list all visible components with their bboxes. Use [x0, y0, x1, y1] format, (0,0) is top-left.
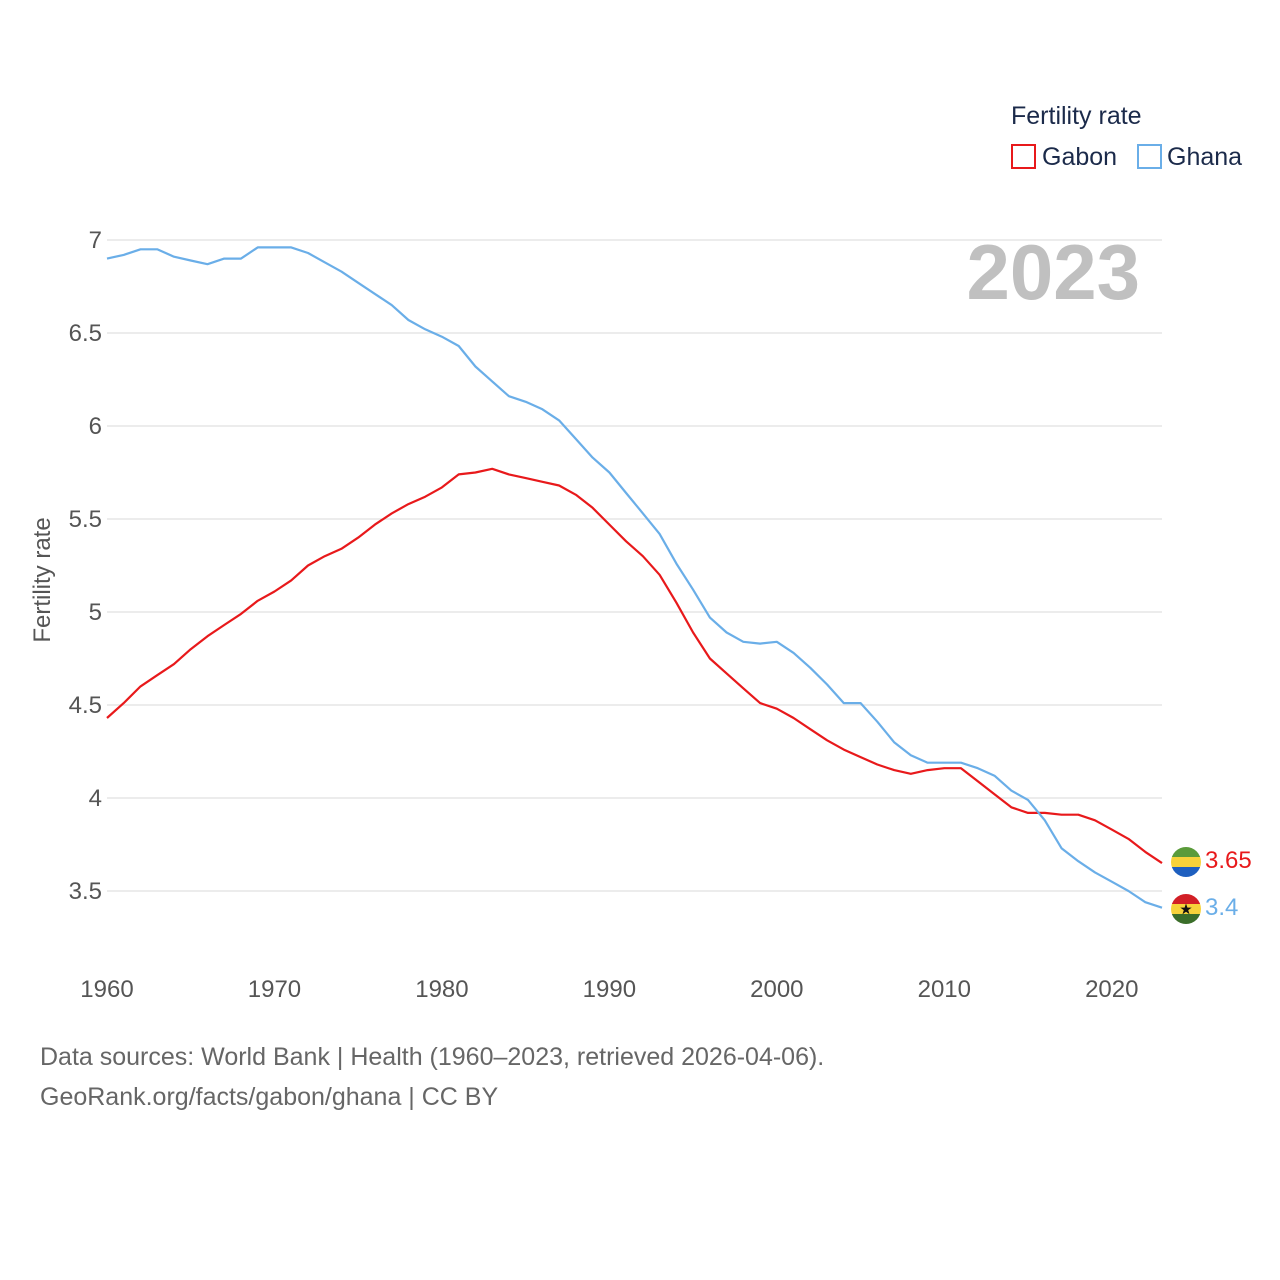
y-axis-label: Fertility rate [29, 517, 56, 642]
x-tick-label: 1980 [415, 976, 468, 1003]
x-tick-label: 1970 [248, 976, 301, 1003]
source-line-1: Data sources: World Bank | Health (1960–… [40, 1043, 825, 1071]
x-tick-label: 1990 [583, 976, 636, 1003]
y-tick-label: 5 [89, 599, 102, 626]
y-tick-label: 4.5 [69, 692, 102, 719]
y-tick-label: 4 [89, 785, 102, 812]
y-tick-label: 7 [89, 227, 102, 254]
y-tick-label: 5.5 [69, 506, 102, 533]
series-line-ghana[interactable] [106, 246, 1163, 909]
ghana-end-value: 3.4 [1205, 894, 1238, 921]
series-line-gabon[interactable] [106, 467, 1163, 865]
y-tick-label: 6.5 [69, 320, 102, 347]
legend-swatch-gabon [1011, 144, 1036, 169]
legend-label-gabon: Gabon [1042, 143, 1117, 171]
legend-label-ghana: Ghana [1167, 143, 1242, 171]
legend-item-ghana[interactable]: Ghana [1137, 143, 1242, 171]
gabon-end-value: 3.65 [1205, 847, 1252, 874]
y-tick-label: 3.5 [69, 878, 102, 905]
source-line-2[interactable]: GeoRank.org/facts/gabon/ghana | CC BY [40, 1083, 499, 1111]
x-tick-label: 2010 [918, 976, 971, 1003]
legend-title: Fertility rate [1011, 102, 1142, 130]
x-tick-label: 1960 [80, 976, 133, 1003]
x-tick-label: 2000 [750, 976, 803, 1003]
x-tick-label: 2020 [1085, 976, 1138, 1003]
y-tick-label: 6 [89, 413, 102, 440]
legend: Fertility rate Gabon Ghana [1011, 102, 1242, 171]
legend-item-gabon[interactable]: Gabon [1011, 143, 1117, 171]
legend-swatch-ghana [1137, 144, 1162, 169]
ghana-flag-icon [1171, 894, 1201, 924]
gabon-flag-icon [1171, 847, 1201, 877]
year-label: 2023 [966, 228, 1140, 316]
